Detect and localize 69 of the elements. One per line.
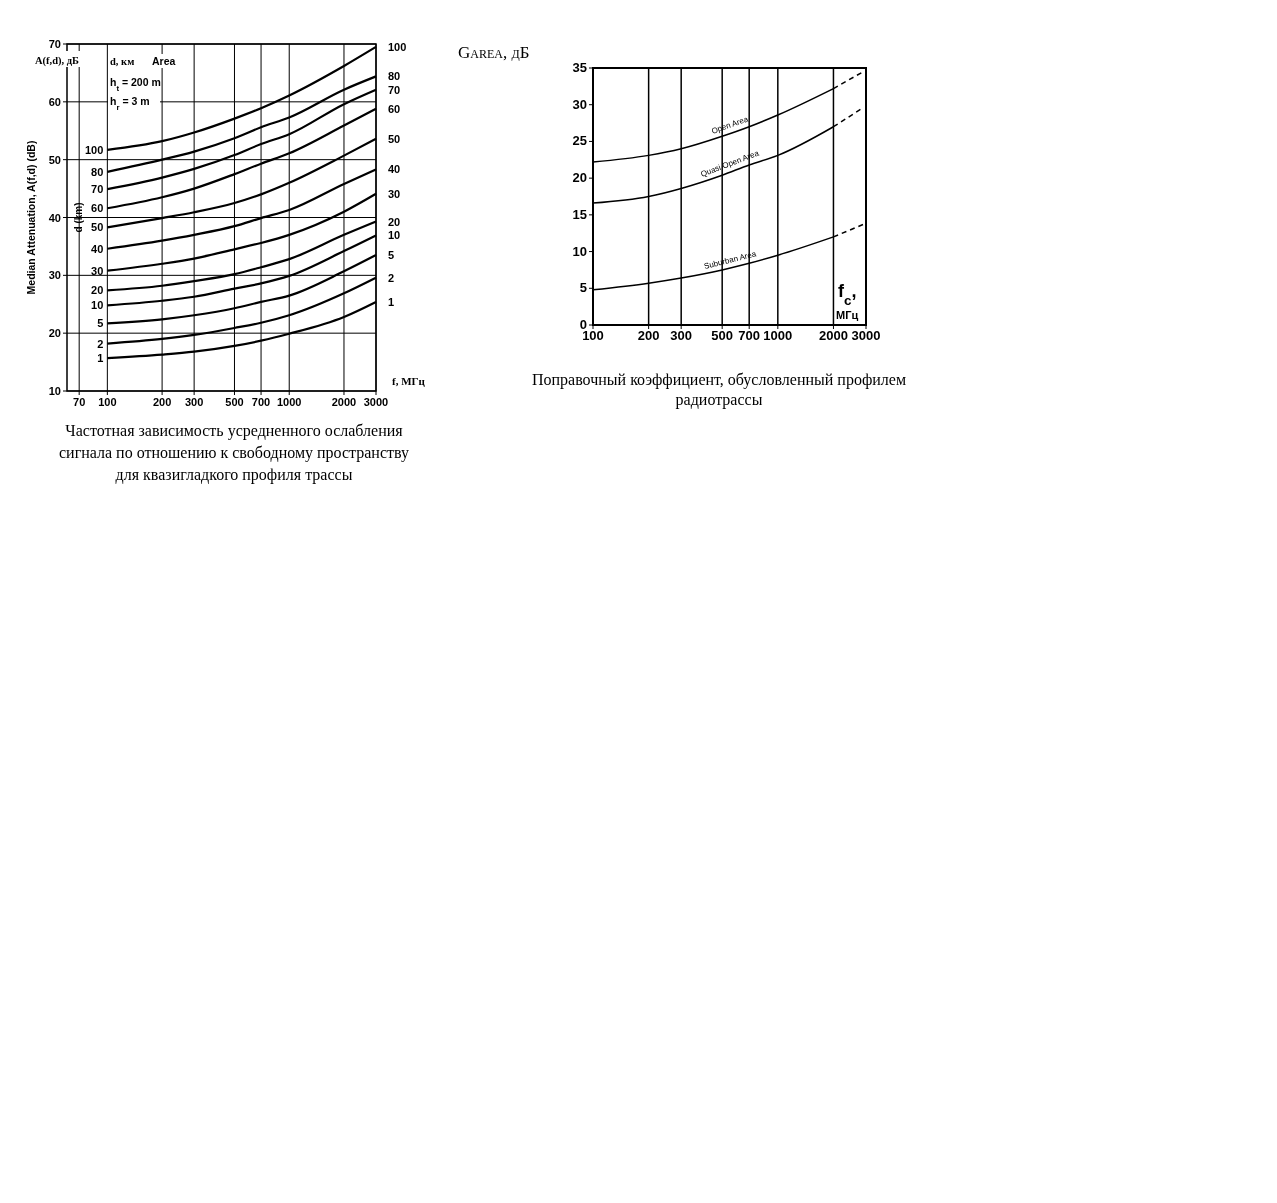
y-tick-label: 35 (572, 60, 587, 75)
text: Поправочный коэффициент, обусловленный профилем радиотрассы (531, 371, 907, 409)
x-axis-title: f$_{c}$, МГц (836, 281, 859, 321)
series-label: 100 (84, 143, 104, 156)
text: Quasi Open Area (699, 148, 761, 179)
x-tick-label: 200 (637, 328, 660, 343)
series-label: 2 (97, 337, 104, 350)
text: 30 (388, 187, 401, 200)
x-tick-label: 200 (152, 396, 172, 408)
series-label: 60 (91, 202, 104, 215)
series-label: 30 (91, 264, 104, 277)
x-tick-label: 2000 (818, 328, 848, 343)
text: Suburban Area (703, 249, 758, 271)
y-tick-label: 10 (572, 243, 587, 259)
text: Частотная зависимость усредненного ослабления сигнала по отношению к свободному пространству для квазигладкого профиля трассы (58, 422, 410, 484)
series-label: 50 (91, 221, 104, 234)
y-tick-label: 25 (572, 133, 587, 149)
series-label: 1 (97, 352, 104, 365)
y-axis-title: Median Attenuation, A(f,d) (dB) (25, 140, 37, 295)
annotation: h$_{r}$ = 3 m (110, 95, 150, 112)
annotation: h$_{t}$ = 200 m (110, 76, 161, 93)
y-tick-label: 15 (572, 206, 587, 222)
x-tick-label: 2000 (331, 396, 357, 408)
x-tick-label: 300 (184, 396, 204, 408)
text: 5 (388, 249, 395, 262)
series-label: 80 (91, 165, 104, 178)
x-tick-label: 3000 (851, 328, 881, 343)
text: 10 (388, 229, 401, 242)
text: 60 (388, 102, 401, 115)
series-label: 40 (91, 242, 104, 255)
text: 70 (388, 83, 401, 96)
y-tick-label: 40 (48, 211, 61, 224)
text: 50 (388, 132, 401, 145)
y-tick-label: 60 (48, 95, 61, 108)
y-tick-label: 10 (48, 385, 61, 397)
series-label: 10 (91, 299, 104, 312)
annotation: d (km) (73, 202, 84, 233)
y-tick-label: 50 (48, 153, 61, 166)
x-tick-label: 100 (98, 396, 117, 408)
annotation: A(f,d), дБ (35, 55, 80, 67)
annotation: Area (152, 55, 176, 67)
y-axis-title: Garea, дБ (458, 43, 530, 62)
x-tick-label: 1000 (276, 396, 302, 408)
series-label: 70 (91, 183, 104, 196)
text: 40 (388, 163, 401, 176)
y-tick-label: 20 (48, 327, 61, 340)
y-tick-label: 70 (48, 38, 61, 50)
annotation: d, км (110, 56, 135, 67)
x-axis-title: f, МГц (392, 375, 426, 387)
text: 2 (388, 271, 395, 284)
x-tick-label: 300 (670, 328, 693, 343)
text: 1 (388, 295, 395, 308)
y-tick-label: 30 (48, 269, 61, 282)
text: 100 (388, 40, 407, 53)
y-tick-label: 20 (572, 170, 587, 186)
x-tick-label: 3000 (363, 396, 389, 408)
y-tick-label: 30 (572, 96, 587, 112)
y-tick-label: 5 (579, 280, 587, 296)
series-label: 5 (97, 317, 104, 330)
text: Open Area (710, 114, 750, 136)
x-tick-label: 700 (738, 328, 761, 343)
x-tick-label: 1000 (763, 328, 793, 343)
text: 20 (388, 215, 401, 228)
x-tick-label: 500 (225, 396, 244, 408)
x-tick-label: 500 (711, 328, 734, 343)
x-tick-label: 70 (73, 396, 86, 408)
series-label: 20 (91, 284, 104, 297)
text: 80 (388, 70, 401, 83)
x-tick-label: 700 (251, 396, 271, 408)
